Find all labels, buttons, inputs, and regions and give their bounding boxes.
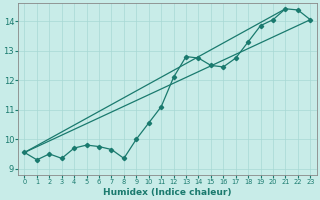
X-axis label: Humidex (Indice chaleur): Humidex (Indice chaleur) [103, 188, 232, 197]
